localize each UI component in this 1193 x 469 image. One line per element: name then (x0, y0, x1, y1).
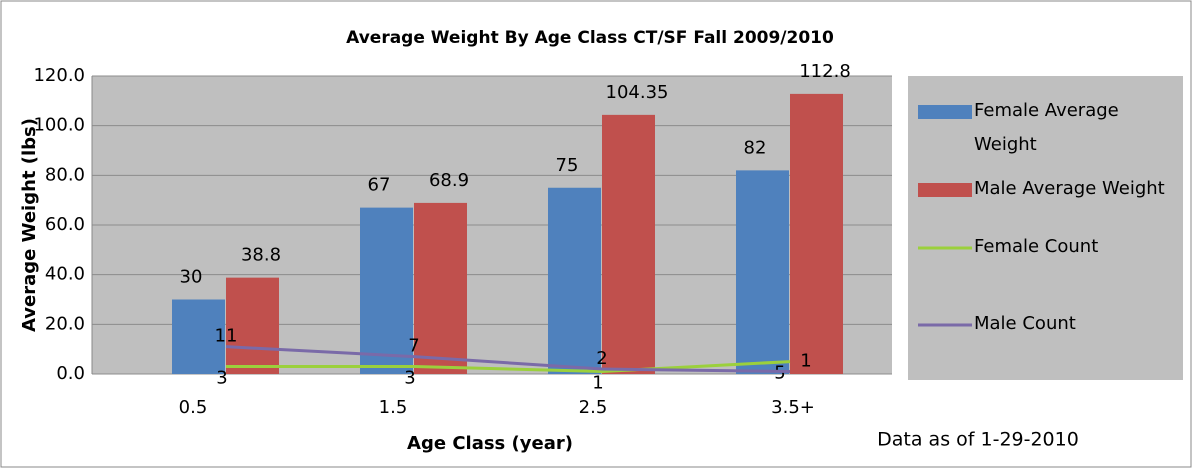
legend-label: Female Average Weight (974, 100, 1119, 155)
value-label: 3 (404, 368, 415, 389)
value-label: 5 (774, 363, 785, 384)
y-tick-label: 60.0 (45, 214, 85, 235)
value-label: 2 (596, 348, 607, 369)
value-label: 7 (408, 336, 419, 357)
value-label: 82 (744, 137, 767, 158)
bar (414, 202, 467, 374)
value-label: 38.8 (241, 245, 281, 266)
bar (548, 187, 601, 374)
legend-box (908, 76, 1183, 380)
line (226, 360, 791, 374)
x-tick-label: 1.5 (379, 397, 408, 418)
y-tick-label: 100.0 (33, 115, 85, 136)
bar (790, 93, 843, 374)
value-label: 104.35 (606, 82, 669, 103)
value-label: 3 (216, 368, 227, 389)
bar (226, 277, 279, 374)
y-tick-label: 0.0 (56, 363, 85, 384)
legend-label: Female Count (974, 236, 1099, 257)
y-tick-label: 80.0 (45, 164, 85, 185)
value-label: 68.9 (429, 170, 469, 191)
value-label: 30 (180, 267, 203, 288)
value-label: 1 (800, 351, 811, 372)
x-axis-title: Age Class (year) (407, 433, 573, 454)
y-tick-label: 120.0 (33, 65, 85, 86)
y-tick-label: 20.0 (45, 313, 85, 334)
value-label: 67 (368, 175, 391, 196)
bar (172, 299, 225, 374)
annotation: Data as of 1-29-2010 (877, 429, 1079, 451)
bar (602, 114, 655, 374)
x-tick-label: 0.5 (179, 397, 208, 418)
value-label: 1 (592, 373, 603, 394)
legend-label: Male Count (974, 313, 1076, 334)
value-label: 11 (215, 326, 238, 347)
bar (360, 207, 413, 374)
chart-title: Average Weight By Age Class CT/SF Fall 2… (346, 28, 834, 48)
y-tick-label: 40.0 (45, 264, 85, 285)
x-tick-label: 3.5+ (771, 397, 815, 418)
value-label: 112.8 (799, 61, 851, 82)
x-tick-label: 2.5 (579, 397, 608, 418)
legend-swatch (918, 183, 972, 197)
bar (736, 170, 789, 374)
value-label: 75 (556, 155, 579, 176)
line (225, 345, 791, 374)
y-axis-title: Average Weight (lbs) (19, 118, 40, 332)
legend-label: Male Average Weight (974, 178, 1165, 199)
legend-swatch (918, 105, 972, 119)
